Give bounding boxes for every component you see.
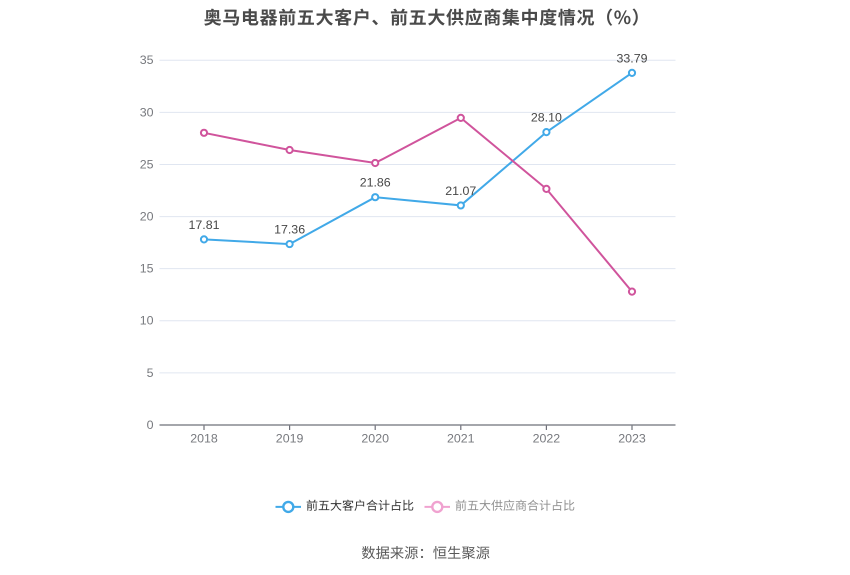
svg-text:20: 20 <box>140 209 154 223</box>
svg-text:2020: 2020 <box>361 432 389 446</box>
svg-text:21.86: 21.86 <box>360 176 391 190</box>
svg-text:25: 25 <box>140 157 154 171</box>
svg-text:2019: 2019 <box>276 432 304 446</box>
svg-text:33.79: 33.79 <box>616 51 647 65</box>
svg-text:2023: 2023 <box>618 432 646 446</box>
svg-text:0: 0 <box>147 418 154 432</box>
svg-text:28.10: 28.10 <box>531 111 562 125</box>
svg-text:17.81: 17.81 <box>188 218 219 232</box>
svg-text:17.36: 17.36 <box>274 223 305 237</box>
svg-text:15: 15 <box>140 262 154 276</box>
svg-text:10: 10 <box>140 314 154 328</box>
svg-text:5: 5 <box>147 366 154 380</box>
svg-text:2018: 2018 <box>190 432 218 446</box>
svg-text:21.07: 21.07 <box>445 184 476 198</box>
svg-text:2021: 2021 <box>447 432 475 446</box>
svg-text:35: 35 <box>140 53 154 67</box>
svg-text:2022: 2022 <box>533 432 561 446</box>
svg-text:30: 30 <box>140 105 154 119</box>
